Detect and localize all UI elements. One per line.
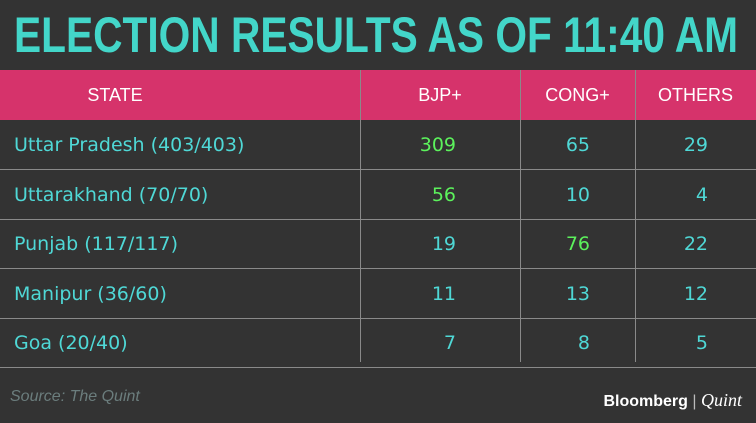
logo-quint: Quint <box>700 390 742 410</box>
state-name: Uttarakhand (70/70) <box>14 183 209 206</box>
table-row: Manipur (36/60) 11 13 12 <box>0 269 756 319</box>
seat-count: 12 <box>683 282 708 305</box>
seat-count: 11 <box>431 282 456 305</box>
state-name: Punjab (117/117) <box>14 233 178 255</box>
table-row: Goa (20/40) 7 8 5 <box>0 318 756 368</box>
column-divider <box>520 70 521 362</box>
seat-count: 10 <box>565 183 590 206</box>
seat-count: 5 <box>695 332 708 354</box>
logo-divider: | <box>692 393 697 410</box>
title: ELECTION RESULTS AS OF 11:40 AM <box>14 7 738 63</box>
column-header: CONG+ <box>545 85 610 105</box>
seat-count: 65 <box>565 134 590 156</box>
table-row: Punjab (117/117) 19 76 22 <box>0 219 756 269</box>
state-name: Uttar Pradesh (403/403) <box>14 134 245 156</box>
seat-count: 7 <box>443 332 456 354</box>
table-header: STATE BJP+ CONG+ OTHERS <box>0 70 756 120</box>
seat-count: 4 <box>695 183 708 206</box>
column-header: BJP+ <box>418 85 462 105</box>
seat-count: 56 <box>431 183 456 206</box>
seat-count: 309 <box>419 134 456 156</box>
title-area: ELECTION RESULTS AS OF 11:40 AM <box>14 7 738 63</box>
state-name: Goa (20/40) <box>14 332 128 354</box>
seat-count: 19 <box>431 233 456 255</box>
column-divider <box>635 70 636 362</box>
seat-count: 13 <box>565 282 590 305</box>
seat-count: 8 <box>577 332 590 354</box>
state-name: Manipur (36/60) <box>14 282 167 305</box>
table-row: Uttarakhand (70/70) 56 10 4 <box>0 170 756 220</box>
seat-count: 22 <box>683 233 708 255</box>
column-divider <box>360 70 361 362</box>
seat-count: 76 <box>565 233 590 255</box>
source-note: Source: The Quint <box>10 388 140 405</box>
column-header: OTHERS <box>657 85 733 105</box>
logo-bloomberg: Bloomberg <box>603 393 688 410</box>
seat-count: 29 <box>683 134 708 156</box>
logo: Bloomberg | Quint <box>603 390 742 411</box>
table-row: Uttar Pradesh (403/403) 309 65 29 <box>0 120 756 170</box>
column-header: STATE <box>87 85 143 105</box>
